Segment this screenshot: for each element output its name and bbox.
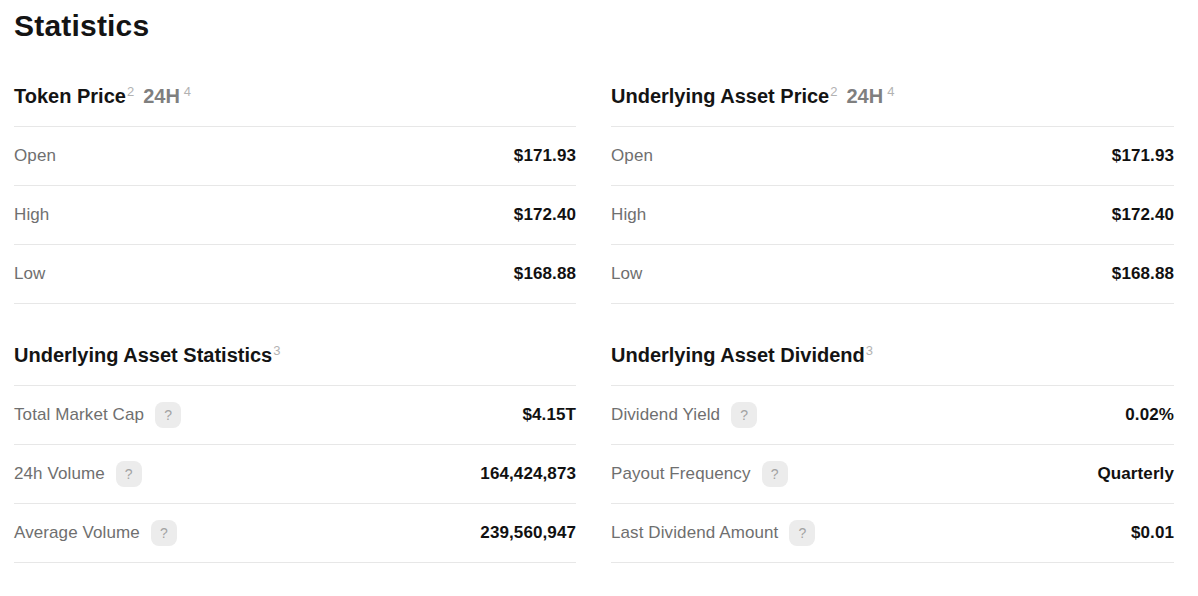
statistics-grid: Token Price224H4 Open $171.93 High $172.… xyxy=(14,82,1174,563)
stat-row-payout-frequency: Payout Frequency ? Quarterly xyxy=(611,445,1174,504)
footnote-ref: 4 xyxy=(887,84,894,99)
stat-label: 24h Volume ? xyxy=(14,461,142,487)
footnote-ref: 2 xyxy=(830,84,837,99)
stat-row-last-dividend-amount: Last Dividend Amount ? $0.01 xyxy=(611,504,1174,563)
stat-value: $171.93 xyxy=(1112,146,1174,166)
help-icon[interactable]: ? xyxy=(151,520,177,546)
token-price-heading: Token Price2 24H 4 xyxy=(14,82,576,127)
underlying-asset-dividend-heading: Underlying Asset Dividend3 xyxy=(611,341,1174,386)
period-label: 24H xyxy=(846,85,883,107)
underlying-asset-statistics-heading: Underlying Asset Statistics3 xyxy=(14,341,576,386)
stat-label: Open xyxy=(14,146,56,166)
stat-label: Total Market Cap ? xyxy=(14,402,181,428)
stat-label: Dividend Yield ? xyxy=(611,402,757,428)
stat-label: Low xyxy=(611,264,643,284)
stat-row-high: High $172.40 xyxy=(611,186,1174,245)
period-label: 24H xyxy=(143,85,180,107)
section-title-text: Token Price xyxy=(14,85,126,107)
statistics-page: Statistics Token Price224H4 Open $171.93… xyxy=(0,0,1198,563)
stat-value: $168.88 xyxy=(1112,264,1174,284)
stat-value: Quarterly xyxy=(1098,464,1175,484)
underlying-asset-statistics-section: Underlying Asset Statistics3 Total Marke… xyxy=(14,341,576,563)
underlying-asset-price-section: Underlying Asset Price2 24H 4 Open $171.93… xyxy=(611,82,1174,304)
help-icon[interactable]: ? xyxy=(789,520,815,546)
stat-value: $0.01 xyxy=(1131,523,1174,543)
footnote-ref: 4 xyxy=(184,84,191,99)
stat-value: 239,560,947 xyxy=(480,523,576,543)
help-icon[interactable]: ? xyxy=(155,402,181,428)
stat-value: $171.93 xyxy=(514,146,576,166)
stat-row-average-volume: Average Volume ? 239,560,947 xyxy=(14,504,576,563)
stat-row-low: Low $168.88 xyxy=(14,245,576,304)
stat-value: $4.15T xyxy=(522,405,576,425)
stat-row-open: Open $171.93 xyxy=(14,127,576,186)
help-icon[interactable]: ? xyxy=(762,461,788,487)
help-icon[interactable]: ? xyxy=(731,402,757,428)
stat-row-total-market-cap: Total Market Cap ? $4.15T xyxy=(14,386,576,445)
stat-row-24h-volume: 24h Volume ? 164,424,873 xyxy=(14,445,576,504)
stat-label: Average Volume ? xyxy=(14,520,177,546)
stat-label: High xyxy=(14,205,49,225)
section-title-text: Underlying Asset Statistics xyxy=(14,344,272,366)
token-price-section: Token Price2 24H 4 Open $171.93 High $172.… xyxy=(14,82,576,304)
help-icon[interactable]: ? xyxy=(116,461,142,487)
stat-row-dividend-yield: Dividend Yield ? 0.02% xyxy=(611,386,1174,445)
stat-label: Last Dividend Amount ? xyxy=(611,520,815,546)
stat-label: Payout Frequency ? xyxy=(611,461,788,487)
page-title: Statistics xyxy=(14,8,1174,44)
footnote-ref: 3 xyxy=(273,343,280,358)
underlying-asset-dividend-section: Underlying Asset Dividend3 Dividend Yiel… xyxy=(611,341,1174,563)
stat-value: 0.02% xyxy=(1125,405,1174,425)
stat-row-high: High $172.40 xyxy=(14,186,576,245)
stat-row-open: Open $171.93 xyxy=(611,127,1174,186)
section-title-text: Underlying Asset Price xyxy=(611,85,829,107)
stat-value: $172.40 xyxy=(1112,205,1174,225)
footnote-ref: 2 xyxy=(127,84,134,99)
underlying-asset-price-heading: Underlying Asset Price2 24H 4 xyxy=(611,82,1174,127)
stat-label: Low xyxy=(14,264,46,284)
stat-row-low: Low $168.88 xyxy=(611,245,1174,304)
section-title-text: Underlying Asset Dividend xyxy=(611,344,865,366)
footnote-ref: 3 xyxy=(866,343,873,358)
stat-label: Open xyxy=(611,146,653,166)
stat-value: $168.88 xyxy=(514,264,576,284)
stat-value: 164,424,873 xyxy=(480,464,576,484)
stat-label: High xyxy=(611,205,646,225)
stat-value: $172.40 xyxy=(514,205,576,225)
